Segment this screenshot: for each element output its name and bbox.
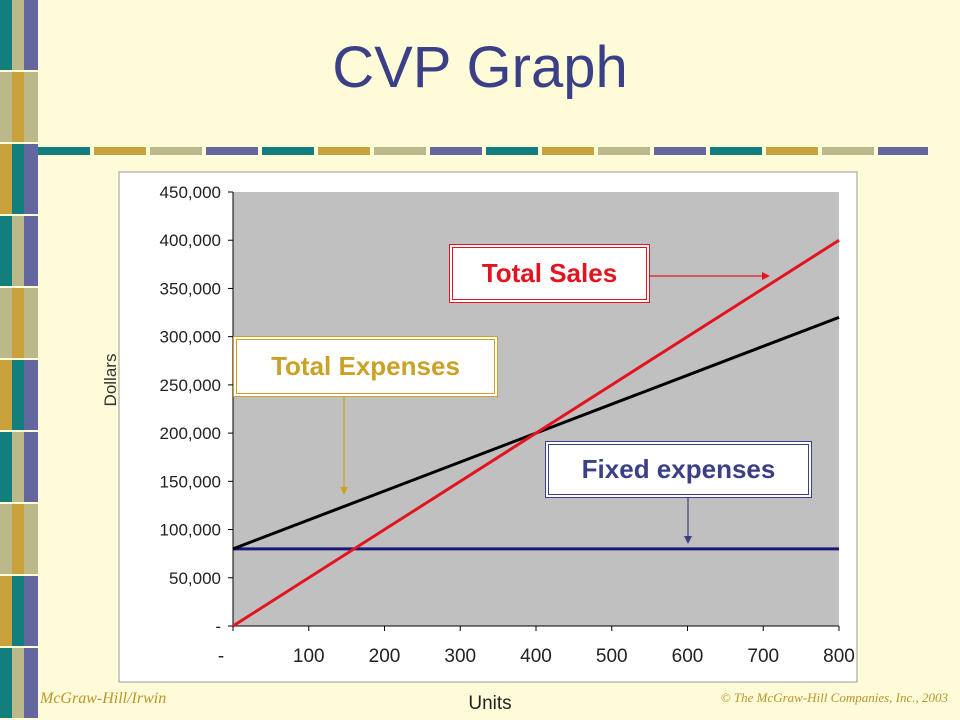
y-tick-label: 400,000 — [160, 231, 221, 250]
deco-block — [0, 576, 12, 646]
deco-block — [24, 72, 38, 142]
y-tick-label: 350,000 — [160, 279, 221, 298]
deco-block — [12, 72, 24, 142]
sales-line — [232, 238, 840, 628]
deco-block — [0, 432, 12, 502]
rule-segment — [150, 147, 202, 155]
rule-segment — [822, 147, 874, 155]
deco-block — [0, 504, 12, 574]
callout-arrows — [340, 272, 770, 544]
deco-block — [0, 216, 12, 286]
deco-block — [0, 360, 12, 430]
rule-segment — [318, 147, 370, 155]
x-tick-label: 100 — [293, 646, 325, 667]
fixed-expenses-callout: Fixed expenses — [545, 441, 812, 498]
deco-block — [24, 144, 38, 214]
x-tick-label: 200 — [369, 646, 401, 667]
x-tick-label: - — [218, 646, 224, 667]
deco-block — [12, 0, 24, 70]
deco-block — [0, 144, 12, 214]
y-tick-label: 100,000 — [160, 521, 221, 540]
y-tick-label: - — [215, 617, 221, 636]
deco-block — [12, 216, 24, 286]
deco-block — [24, 504, 38, 574]
deco-block — [24, 0, 38, 70]
expenses-arrowhead — [340, 487, 348, 495]
deco-block — [24, 576, 38, 646]
rule-segment — [542, 147, 594, 155]
rule-segment — [262, 147, 314, 155]
left-decorative-stripes — [0, 0, 38, 718]
deco-block — [0, 72, 12, 142]
rule-segment — [374, 147, 426, 155]
footer-copyright: © The McGraw-Hill Companies, Inc., 2003 — [720, 690, 948, 705]
deco-block — [0, 0, 12, 70]
deco-block — [12, 576, 24, 646]
deco-block — [12, 288, 24, 358]
rule-segment — [654, 147, 706, 155]
deco-block — [12, 504, 24, 574]
deco-block — [12, 648, 24, 718]
y-tick-label: 300,000 — [160, 328, 221, 347]
rule-segment — [206, 147, 258, 155]
rule-segment — [94, 147, 146, 155]
deco-block — [0, 648, 12, 718]
deco-block — [24, 360, 38, 430]
x-axis-label: Units — [468, 693, 511, 714]
deco-block — [12, 432, 24, 502]
deco-block — [0, 288, 12, 358]
y-tick-label: 50,000 — [169, 569, 221, 588]
rule-segment — [486, 147, 538, 155]
y-tick-label: 450,000 — [160, 183, 221, 202]
footer-publisher: McGraw-Hill/Irwin — [40, 690, 167, 707]
title-rule-decoration — [38, 147, 928, 155]
x-tick-label: 600 — [672, 646, 704, 667]
deco-block — [24, 432, 38, 502]
y-tick-label: 150,000 — [160, 472, 221, 491]
rule-segment — [710, 147, 762, 155]
y-tick-label: 200,000 — [160, 424, 221, 443]
sales-arrowhead — [762, 272, 770, 280]
y-tick-label: 250,000 — [160, 376, 221, 395]
deco-block — [12, 360, 24, 430]
x-tick-label: 800 — [823, 646, 855, 667]
total-sales-callout: Total Sales — [449, 244, 650, 303]
slide-title: CVP Graph — [332, 35, 628, 100]
rule-segment — [766, 147, 818, 155]
deco-block — [24, 288, 38, 358]
fixed-arrowhead — [684, 536, 692, 544]
deco-block — [24, 648, 38, 718]
rule-segment — [598, 147, 650, 155]
x-tick-label: 300 — [444, 646, 476, 667]
deco-block — [24, 216, 38, 286]
y-axis-label: Dollars — [101, 354, 120, 407]
total-expenses-callout: Total Expenses — [233, 336, 498, 397]
deco-block — [12, 144, 24, 214]
rule-segment — [38, 147, 90, 155]
x-tick-label: 700 — [747, 646, 779, 667]
x-tick-label: 500 — [596, 646, 628, 667]
rule-segment — [878, 147, 928, 155]
x-tick-label: 400 — [520, 646, 552, 667]
rule-segment — [430, 147, 482, 155]
